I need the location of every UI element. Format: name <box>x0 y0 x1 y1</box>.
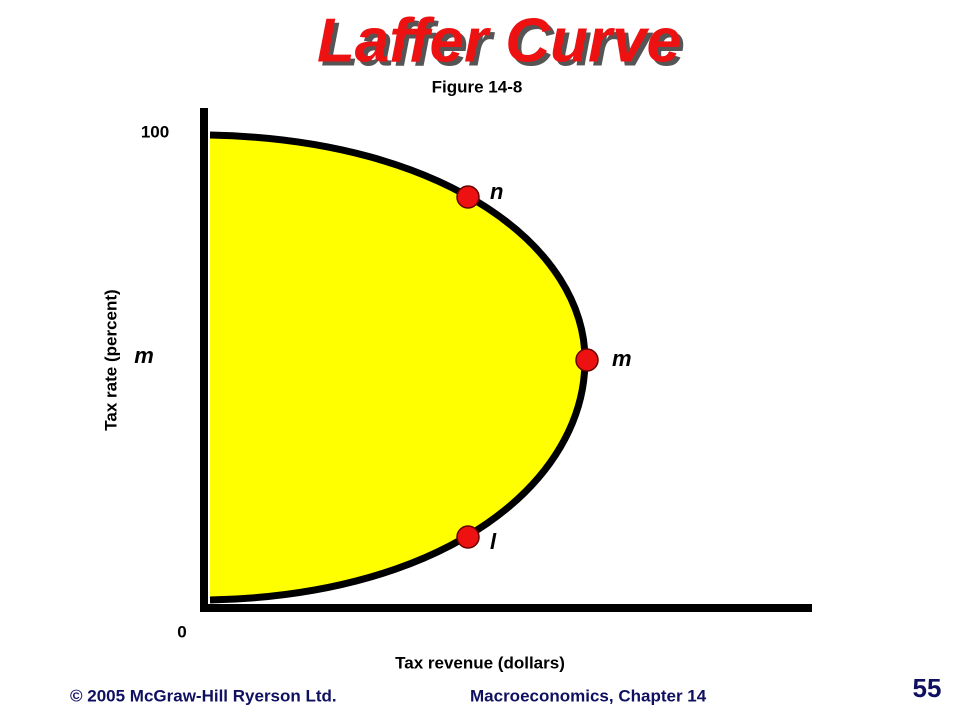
point-label: n <box>490 179 503 204</box>
title-shadow: Laffer Curve <box>321 10 685 79</box>
figure-label: Figure 14-8 <box>432 77 523 96</box>
point-label: l <box>490 529 497 554</box>
y-tick-label: 100 <box>141 122 169 141</box>
point-label: m <box>612 346 632 371</box>
curve-area <box>210 135 585 600</box>
y-axis-label: Tax rate (percent) <box>101 289 120 430</box>
point-n <box>456 185 480 209</box>
origin-label: 0 <box>177 622 186 641</box>
page-number: 55 <box>913 673 942 703</box>
footer-course: Macroeconomics, Chapter 14 <box>470 686 707 705</box>
point-m <box>575 348 599 372</box>
title: Laffer Curve <box>317 6 681 75</box>
x-axis-label: Tax revenue (dollars) <box>395 653 565 672</box>
y-marker: m <box>134 343 154 368</box>
footer-copyright: © 2005 McGraw-Hill Ryerson Ltd. <box>70 686 337 705</box>
point-l <box>456 525 480 549</box>
